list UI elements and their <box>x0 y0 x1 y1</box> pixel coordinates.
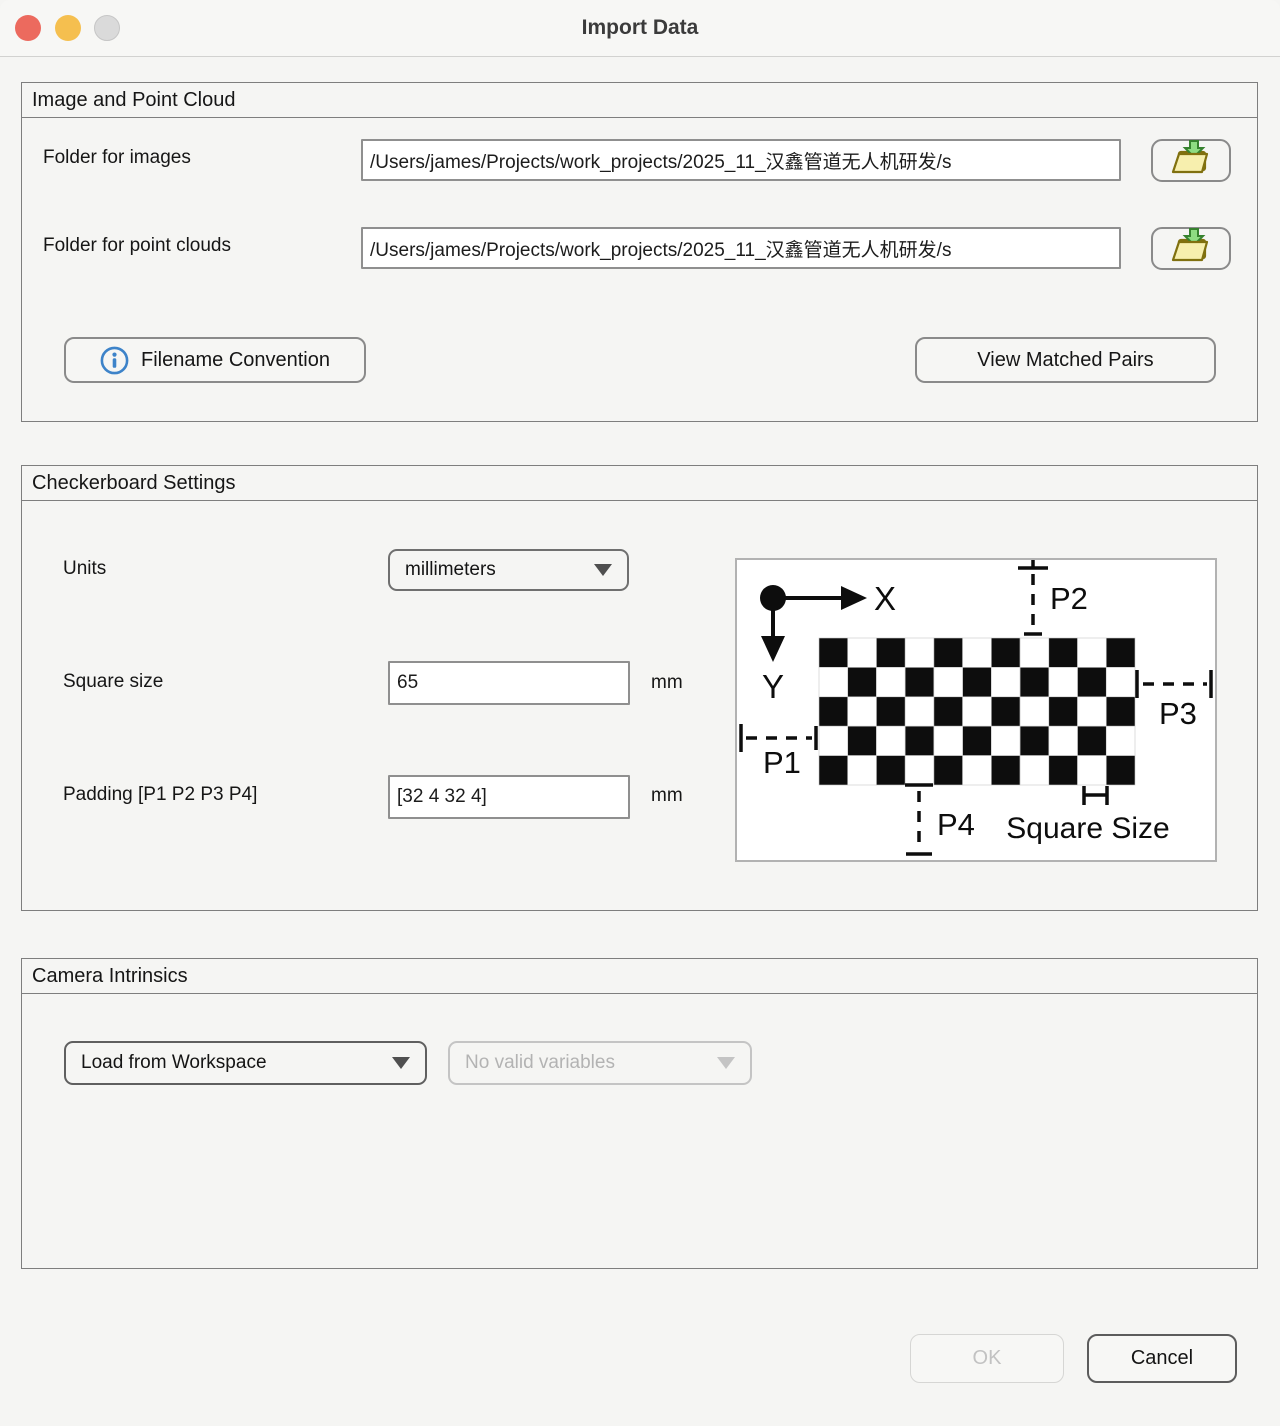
filename-convention-button[interactable]: Filename Convention <box>64 337 366 383</box>
padding-input[interactable] <box>388 775 630 819</box>
p4-label: P4 <box>937 807 975 842</box>
browse-point-clouds-folder-button[interactable] <box>1151 227 1231 270</box>
checkerboard-diagram: X Y P2 P3 <box>735 558 1217 862</box>
axes-icon <box>760 585 867 662</box>
chevron-down-icon <box>392 1057 410 1069</box>
cancel-button[interactable]: Cancel <box>1087 1334 1237 1383</box>
minimize-window-button[interactable] <box>55 15 81 41</box>
view-matched-pairs-label: View Matched Pairs <box>977 348 1154 371</box>
section-title-camera-intrinsics: Camera Intrinsics <box>22 959 1257 994</box>
units-dropdown[interactable]: millimeters <box>388 549 629 591</box>
window-title: Import Data <box>581 16 699 39</box>
p1-label: P1 <box>763 745 801 780</box>
p3-label: P3 <box>1159 696 1197 731</box>
folder-for-images-label: Folder for images <box>43 147 191 168</box>
intrinsics-variable-value: No valid variables <box>465 1052 615 1073</box>
units-label: Units <box>63 558 107 579</box>
y-axis-label: Y <box>762 668 784 705</box>
padding-label: Padding [P1 P2 P3 P4] <box>63 784 258 805</box>
open-folder-icon <box>1169 139 1213 182</box>
browse-images-folder-button[interactable] <box>1151 139 1231 182</box>
info-icon <box>100 346 129 375</box>
square-size-input[interactable] <box>388 661 630 705</box>
checkerboard-pattern <box>818 637 1136 786</box>
folder-for-point-clouds-label: Folder for point clouds <box>43 235 231 256</box>
ok-button: OK <box>910 1334 1064 1383</box>
checkerboard-settings-section: Checkerboard Settings Units millimeters … <box>21 465 1258 911</box>
square-size-label: Square size <box>63 671 164 692</box>
filename-convention-label: Filename Convention <box>141 348 330 371</box>
folder-for-images-input[interactable] <box>361 139 1121 181</box>
p2-label: P2 <box>1050 581 1088 616</box>
folder-for-point-clouds-input[interactable] <box>361 227 1121 269</box>
open-folder-icon <box>1169 227 1213 270</box>
intrinsics-source-dropdown[interactable]: Load from Workspace <box>64 1041 427 1085</box>
title-bar: Import Data <box>0 0 1280 57</box>
x-axis-label: X <box>874 580 896 617</box>
view-matched-pairs-button[interactable]: View Matched Pairs <box>915 337 1216 383</box>
chevron-down-icon <box>717 1057 735 1069</box>
close-window-button[interactable] <box>15 15 41 41</box>
padding-unit-label: mm <box>651 785 683 806</box>
chevron-down-icon <box>594 564 612 576</box>
square-size-diagram-label: Square Size <box>1006 812 1169 845</box>
section-title-image-point-cloud: Image and Point Cloud <box>22 83 1257 118</box>
square-size-unit-label: mm <box>651 672 683 693</box>
camera-intrinsics-section: Camera Intrinsics Load from Workspace No… <box>21 958 1258 1269</box>
image-point-cloud-section: Image and Point Cloud Folder for images … <box>21 82 1258 422</box>
zoom-window-button <box>94 15 120 41</box>
intrinsics-variable-dropdown: No valid variables <box>448 1041 752 1085</box>
section-title-checkerboard-settings: Checkerboard Settings <box>22 466 1257 501</box>
intrinsics-source-value: Load from Workspace <box>81 1052 267 1073</box>
units-selected-value: millimeters <box>405 559 496 580</box>
